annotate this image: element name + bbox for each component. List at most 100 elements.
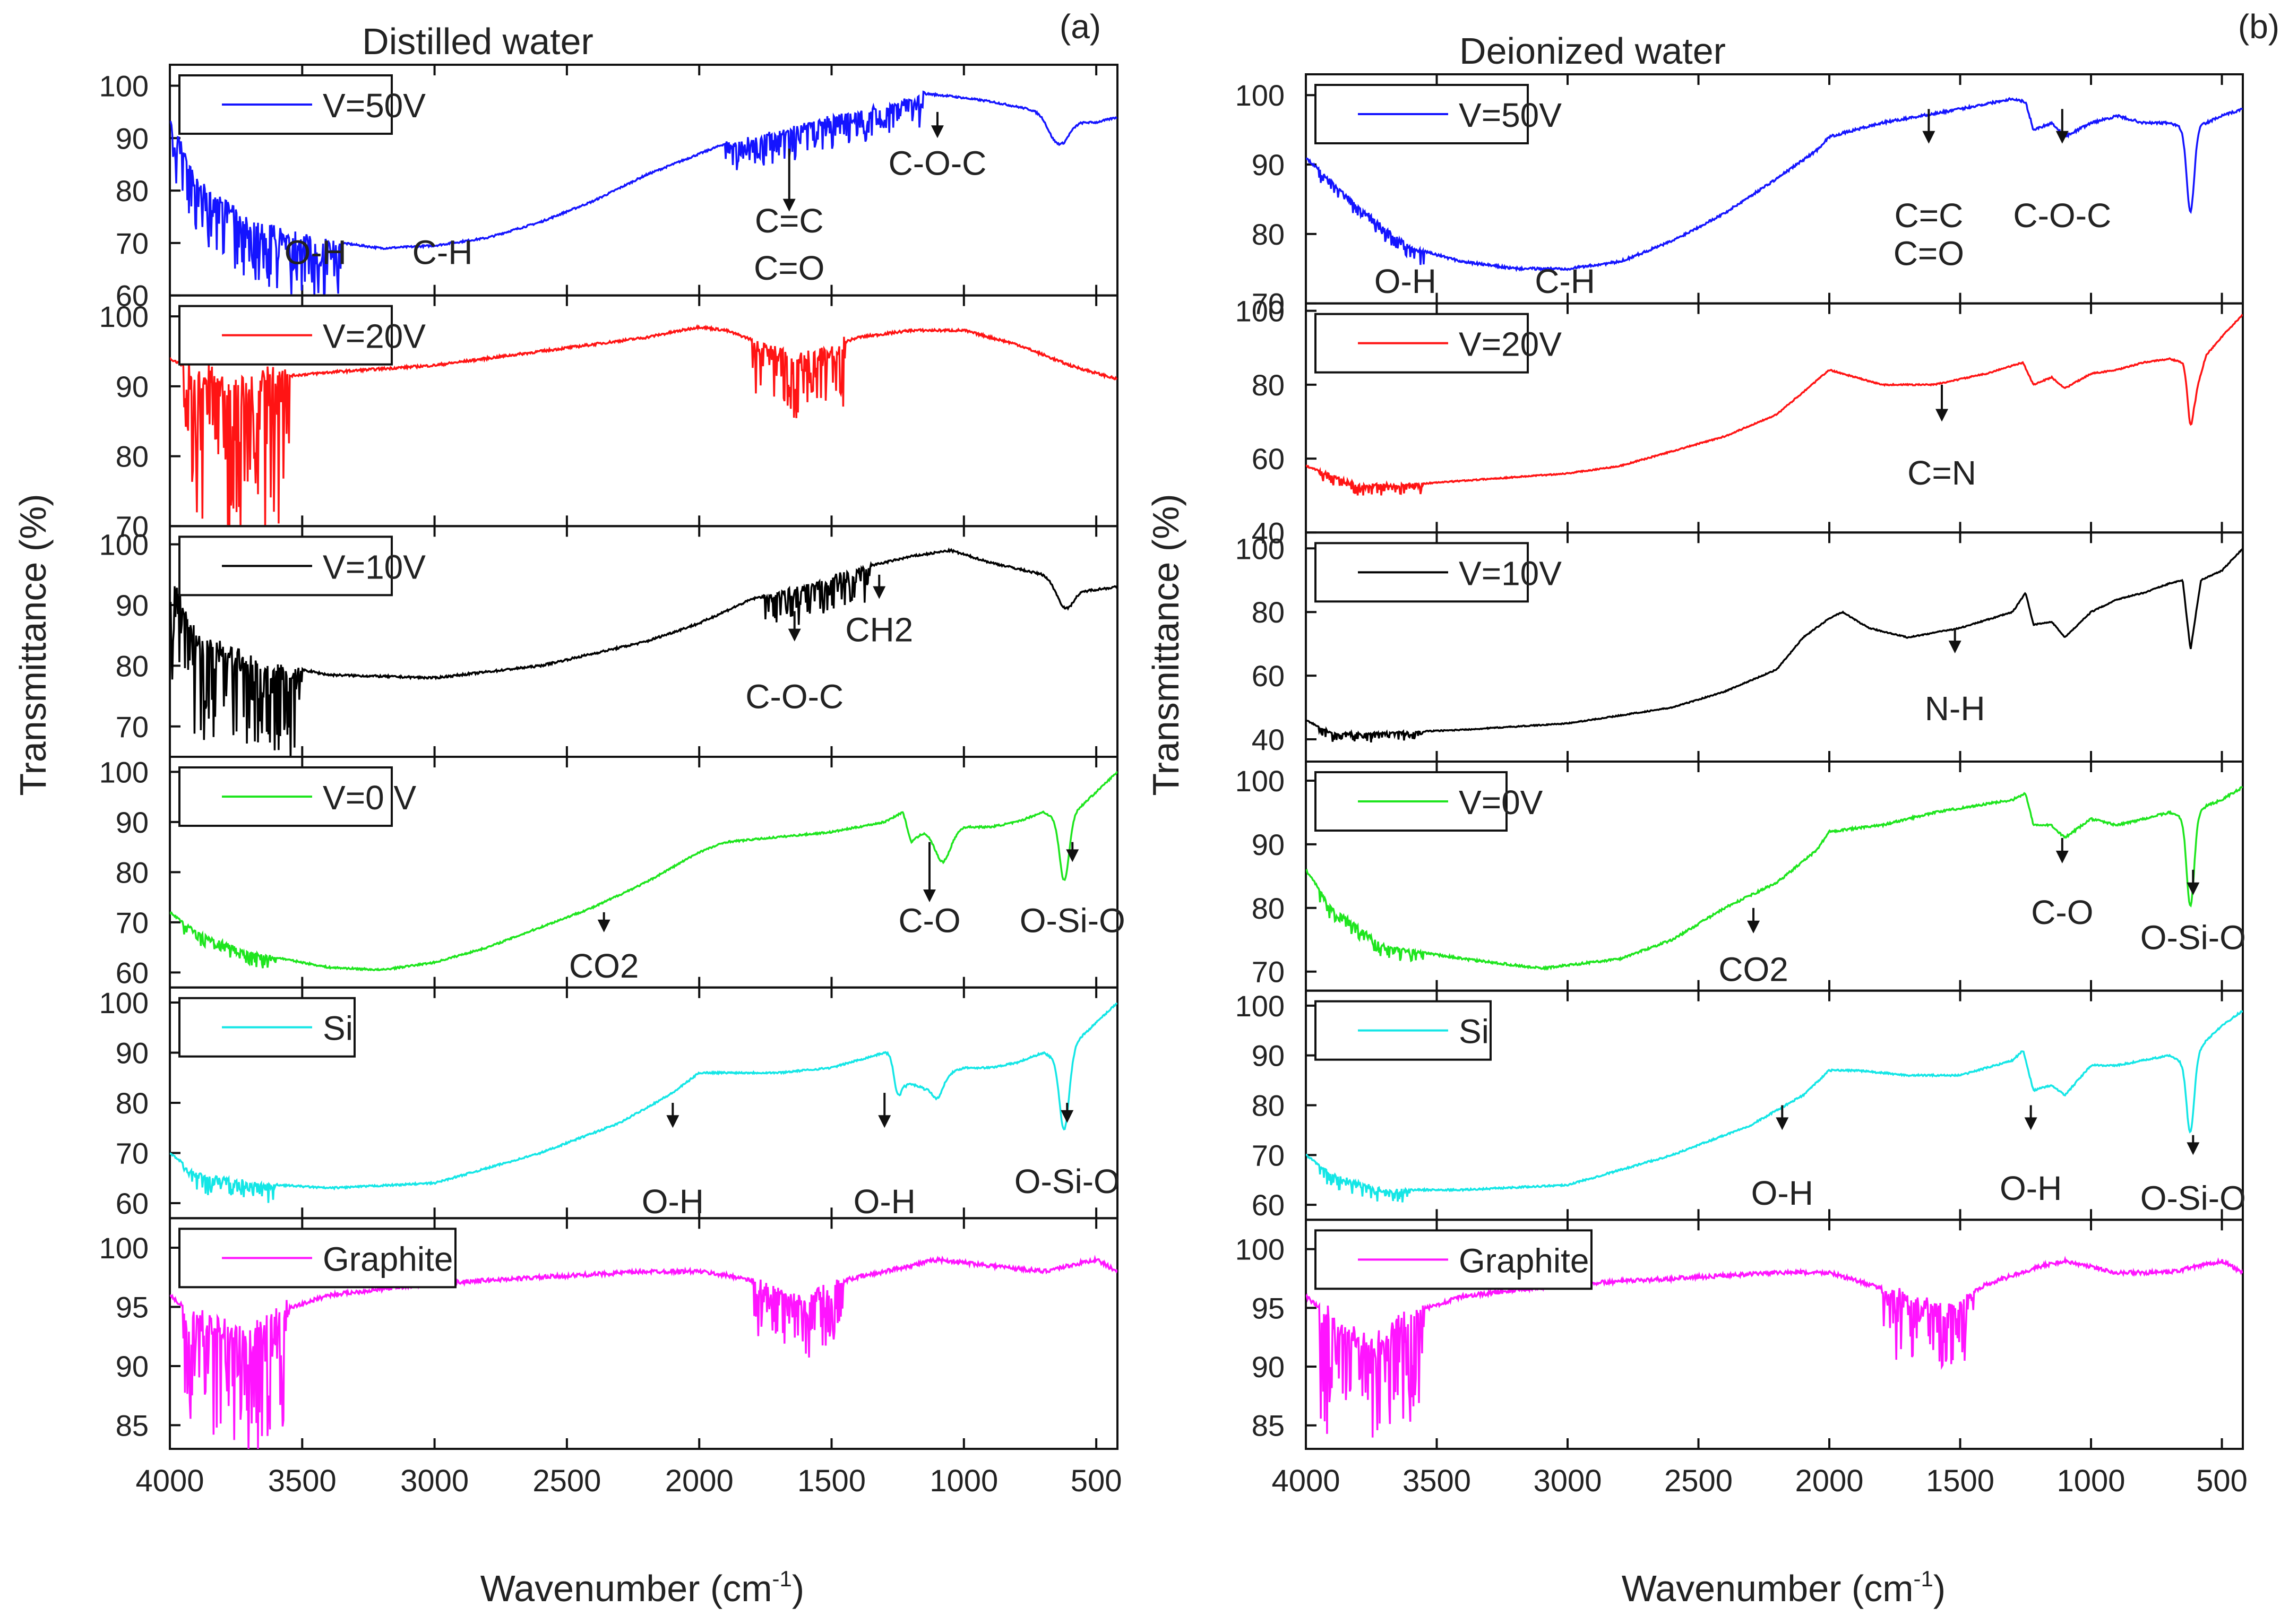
annotation-label: C=N	[1907, 454, 1976, 492]
x-tick-label: 4000	[1271, 1464, 1340, 1498]
y-tick-label: 100	[99, 300, 149, 333]
spectrum-line	[170, 324, 1117, 526]
y-tick-label: 40	[1252, 516, 1285, 549]
legend-label: V=20V	[323, 317, 426, 356]
annotation-label: O-Si-O	[2140, 919, 2246, 957]
y-tick-label: 100	[1235, 989, 1285, 1023]
y-tick-label: 60	[1252, 442, 1285, 476]
panel-a-tag: (a)	[1060, 7, 1101, 46]
annotation-label: CH2	[845, 611, 913, 649]
y-tick-label: 80	[1252, 892, 1285, 925]
annotation-label: C-O-C	[2013, 196, 2111, 235]
y-tick-label: 70	[116, 710, 149, 744]
y-tick-label: 90	[116, 1350, 149, 1383]
legend-box	[178, 74, 393, 135]
annotation-label: C=C	[1894, 196, 1963, 235]
y-tick-label: 60	[116, 279, 149, 313]
spectrum-line	[170, 771, 1117, 972]
x-tick-label: 1500	[1926, 1464, 1994, 1498]
annotation-arrow-head	[1066, 849, 1079, 862]
y-tick-label: 90	[116, 122, 149, 155]
y-tick-label: 70	[116, 1136, 149, 1170]
annotation-label: C-O	[2031, 893, 2093, 931]
y-tick-label: 80	[116, 440, 149, 473]
x-tick-label: 3000	[1534, 1464, 1602, 1498]
annotation-arrow-head	[1935, 409, 1949, 422]
y-tick-label: 100	[1235, 532, 1285, 565]
y-tick-label: 80	[116, 649, 149, 683]
y-tick-label: 70	[1252, 955, 1285, 989]
x-tick-label: 3500	[1402, 1464, 1471, 1498]
annotation-arrow-head	[666, 1115, 679, 1128]
annotation-label: O-H	[1751, 1174, 1813, 1212]
sub-plot-v-10v: 40 60 80 100 V=10V N-H	[1235, 531, 2244, 763]
plot-frame	[1305, 1219, 2244, 1450]
annotation-arrow-head	[878, 1115, 891, 1128]
legend-label: V=0V	[1459, 783, 1543, 822]
y-tick-label: 80	[1252, 368, 1285, 402]
legend-label: V=0 V	[323, 779, 416, 817]
panel-b: Deionized water (b) 70 80 90 100 V=50V O-H C-H…	[1235, 7, 2280, 1498]
y-tick-label: 95	[116, 1291, 149, 1324]
annotation-arrow-head	[2187, 1142, 2200, 1155]
x-tick-label: 1500	[797, 1464, 866, 1498]
annotation-label: O-H	[2000, 1169, 2062, 1207]
spectrum-line	[170, 1255, 1117, 1449]
y-tick-label: 90	[1252, 1039, 1285, 1073]
y-tick-label: 90	[1252, 1350, 1285, 1384]
spectrum-line	[170, 1002, 1117, 1203]
annotation-label: CO2	[1718, 951, 1788, 989]
sub-plot-v-20v: 70 80 90 100 V=20V	[99, 294, 1118, 543]
plot-frame	[169, 1217, 1118, 1450]
legend-label: V=50V	[323, 87, 426, 125]
legend-label: Si	[1459, 1013, 1489, 1051]
y-tick-label: 100	[99, 986, 149, 1020]
y-tick-label: 100	[1235, 295, 1285, 328]
y-tick-label: 80	[116, 174, 149, 208]
spectrum-line	[1306, 1255, 2243, 1438]
panel-a: Distilled water (a) 60 70 80 90 100 V=50V O-H C…	[99, 7, 1125, 1498]
y-tick-label: 100	[1235, 764, 1285, 798]
y-tick-label: 85	[1252, 1409, 1285, 1442]
x-tick-label: 2000	[665, 1464, 734, 1498]
x-tick-label: 1000	[930, 1464, 998, 1498]
x-axis-label-right: Wavenumber (cm-1)	[1622, 1566, 1946, 1609]
annotation-label: CO2	[569, 947, 639, 985]
y-tick-label: 90	[116, 1036, 149, 1070]
annotation-label: C=C	[755, 202, 824, 240]
y-axis-label-left: Transmittance (%)	[12, 494, 54, 796]
annotation-label: C=O	[754, 249, 824, 287]
annotation-label: N-H	[1925, 689, 1985, 728]
x-tick-label: 4000	[135, 1464, 204, 1498]
annotation-label: O-H	[642, 1182, 704, 1221]
y-tick-label: 90	[1252, 828, 1285, 861]
y-tick-label: 80	[116, 856, 149, 889]
y-tick-label: 100	[99, 1231, 149, 1265]
legend-label: Graphite	[323, 1240, 453, 1278]
spectrum-line	[1306, 786, 2243, 971]
y-tick-label: 90	[116, 806, 149, 839]
x-tick-label: 2000	[1795, 1464, 1864, 1498]
x-axis-label-left: Wavenumber (cm-1)	[480, 1566, 804, 1609]
panel-a-title: Distilled water	[362, 21, 593, 62]
sub-plot-v-0-v: 60 70 80 90 100 V=0 V CO2 C-O O-Si-O	[99, 755, 1125, 989]
y-tick-label: 85	[116, 1409, 149, 1442]
y-tick-label: 70	[1252, 1138, 1285, 1172]
annotation-arrow-head	[2055, 131, 2069, 144]
annotation-arrow-head	[2187, 882, 2200, 895]
spectrum-line	[1306, 97, 2243, 272]
y-tick-label: 100	[1235, 79, 1285, 112]
legend-label: Graphite	[1459, 1241, 1589, 1280]
annotation-label: C=O	[1894, 235, 1964, 273]
annotation-arrow-head	[1061, 1110, 1074, 1123]
y-tick-label: 70	[116, 906, 149, 939]
sub-plot-v-20v: 40 60 80 100 V=20V C=N	[1235, 295, 2244, 549]
spectrum-line	[1306, 314, 2243, 496]
annotation-label: C-O-C	[889, 144, 987, 182]
annotation-arrow-head	[2055, 850, 2069, 863]
annotation-arrow-head	[923, 889, 936, 903]
sub-plot-graphite: 85 90 95 100 4000 3500 3000 2500 2000 1500 1000 500…	[1235, 1219, 2248, 1498]
annotation-label: C-O-C	[745, 677, 844, 715]
